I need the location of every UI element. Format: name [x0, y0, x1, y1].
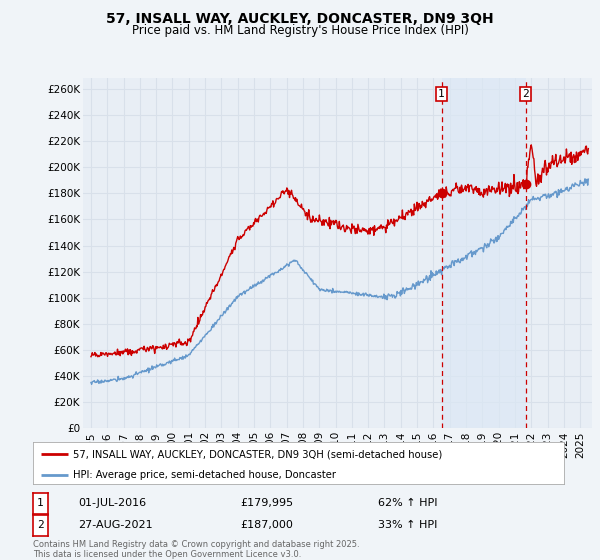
Text: 57, INSALL WAY, AUCKLEY, DONCASTER, DN9 3QH (semi-detached house): 57, INSALL WAY, AUCKLEY, DONCASTER, DN9 … — [73, 449, 442, 459]
Text: Price paid vs. HM Land Registry's House Price Index (HPI): Price paid vs. HM Land Registry's House … — [131, 24, 469, 36]
Text: HPI: Average price, semi-detached house, Doncaster: HPI: Average price, semi-detached house,… — [73, 470, 336, 480]
Text: 01-JUL-2016: 01-JUL-2016 — [78, 498, 146, 508]
Text: Contains HM Land Registry data © Crown copyright and database right 2025.
This d: Contains HM Land Registry data © Crown c… — [33, 540, 359, 559]
Text: 1: 1 — [438, 89, 445, 99]
Text: 2: 2 — [523, 89, 529, 99]
Text: 57, INSALL WAY, AUCKLEY, DONCASTER, DN9 3QH: 57, INSALL WAY, AUCKLEY, DONCASTER, DN9 … — [106, 12, 494, 26]
Text: 2: 2 — [37, 520, 44, 530]
Text: 27-AUG-2021: 27-AUG-2021 — [78, 520, 152, 530]
Text: £187,000: £187,000 — [240, 520, 293, 530]
Text: 1: 1 — [37, 498, 44, 508]
Bar — [442, 78, 526, 428]
Text: 33% ↑ HPI: 33% ↑ HPI — [378, 520, 437, 530]
Text: 62% ↑ HPI: 62% ↑ HPI — [378, 498, 437, 508]
Text: £179,995: £179,995 — [240, 498, 293, 508]
